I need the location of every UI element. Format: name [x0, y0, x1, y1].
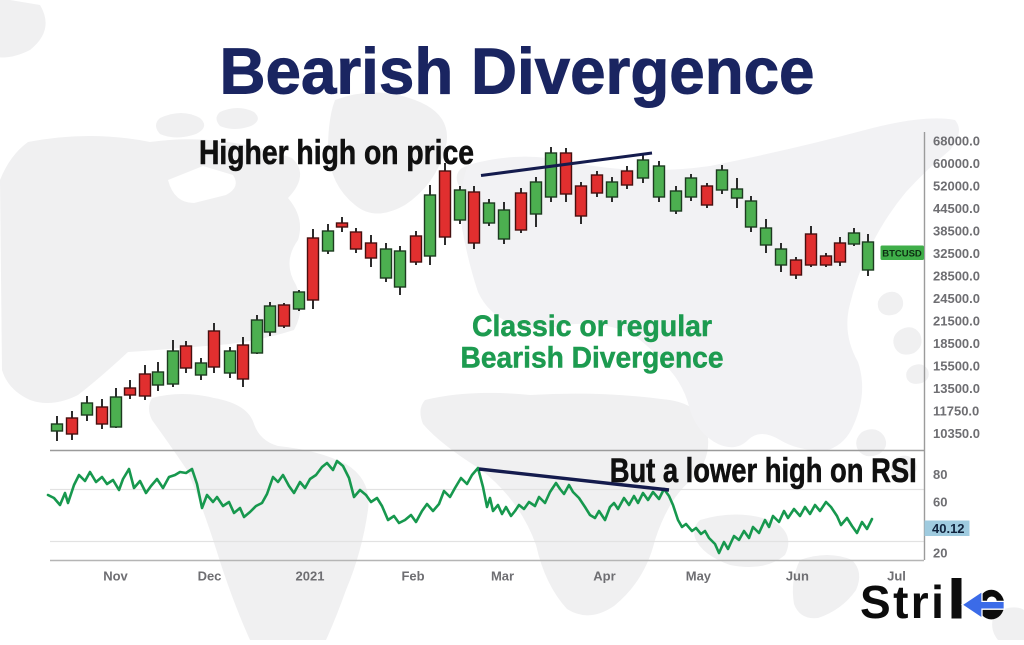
svg-text:80: 80 — [933, 467, 947, 482]
svg-text:Classic or regular: Classic or regular — [472, 310, 712, 343]
svg-text:10350.0: 10350.0 — [933, 426, 980, 441]
svg-text:15500.0: 15500.0 — [933, 358, 980, 373]
svg-text:BTCUSD: BTCUSD — [882, 249, 922, 260]
svg-text:But a lower high on RSI: But a lower high on RSI — [610, 452, 917, 490]
svg-text:24500.0: 24500.0 — [933, 291, 980, 306]
svg-text:60000.0: 60000.0 — [933, 156, 980, 171]
svg-text:Bearish Divergence: Bearish Divergence — [220, 35, 815, 108]
svg-text:60: 60 — [933, 494, 947, 509]
svg-text:Higher high on price: Higher high on price — [199, 134, 474, 172]
svg-text:Feb: Feb — [401, 569, 424, 584]
svg-text:44500.0: 44500.0 — [933, 201, 980, 216]
svg-text:2021: 2021 — [296, 569, 325, 584]
svg-text:18500.0: 18500.0 — [933, 336, 980, 351]
svg-text:40.12: 40.12 — [932, 521, 965, 536]
svg-text:Mar: Mar — [491, 569, 514, 584]
svg-text:68000.0: 68000.0 — [933, 133, 980, 148]
svg-text:52000.0: 52000.0 — [933, 178, 980, 193]
svg-text:28500.0: 28500.0 — [933, 268, 980, 283]
svg-text:Bearish Divergence: Bearish Divergence — [461, 342, 724, 375]
svg-text:Stri: Stri — [860, 576, 946, 628]
svg-text:38500.0: 38500.0 — [933, 223, 980, 238]
svg-text:May: May — [686, 569, 712, 584]
svg-text:Dec: Dec — [198, 569, 222, 584]
svg-text:32500.0: 32500.0 — [933, 246, 980, 261]
svg-text:20: 20 — [933, 546, 947, 561]
svg-text:11750.0: 11750.0 — [933, 403, 979, 418]
svg-text:Jun: Jun — [786, 569, 809, 584]
svg-text:Jul: Jul — [887, 569, 906, 584]
svg-text:Nov: Nov — [103, 569, 128, 584]
svg-text:13500.0: 13500.0 — [933, 381, 980, 396]
svg-text:21500.0: 21500.0 — [933, 313, 980, 328]
svg-text:Apr: Apr — [593, 569, 615, 584]
